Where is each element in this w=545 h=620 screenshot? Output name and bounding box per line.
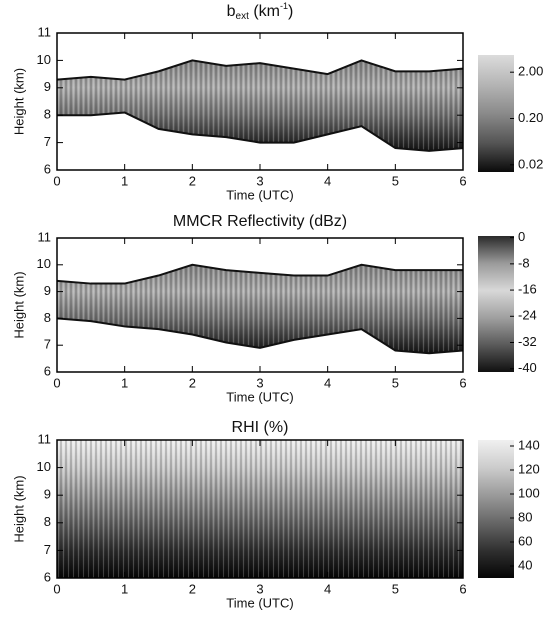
y-tick-label: 7 [44, 134, 51, 149]
x-tick-label: 3 [256, 173, 263, 188]
x-tick-label: 5 [392, 375, 399, 390]
x-tick-label: 5 [392, 581, 399, 596]
panel-title: bext (km-1) [227, 1, 294, 21]
x-tick-label: 1 [121, 173, 128, 188]
colorbar-tick-label: 140 [518, 437, 540, 452]
y-tick-label: 8 [44, 514, 51, 529]
colorbar-tick-label: 100 [518, 485, 540, 500]
x-tick-label: 3 [256, 375, 263, 390]
colorbar [478, 236, 514, 372]
x-tick-label: 2 [189, 375, 196, 390]
title-part: ) [288, 3, 293, 20]
y-tick-label: 8 [44, 107, 51, 122]
y-tick-label: 9 [44, 79, 51, 94]
cloud-base-edge [57, 111, 464, 152]
colorbar-tick-label: 60 [518, 533, 532, 548]
title-part: ext [236, 11, 250, 22]
x-tick-label: 5 [392, 173, 399, 188]
colorbar-tick-label: 40 [518, 557, 532, 572]
y-tick-label: 10 [37, 52, 51, 67]
y-tick-label: 6 [44, 569, 51, 584]
y-tick-label: 9 [44, 487, 51, 502]
x-tick-label: 1 [121, 581, 128, 596]
colorbar-tick-label: 80 [518, 509, 532, 524]
x-tick-label: 6 [459, 375, 466, 390]
colorbar-tick-label: 2.00 [518, 64, 543, 79]
title-part: -1 [280, 1, 288, 11]
plot-texture [57, 440, 463, 578]
y-tick-label: 11 [38, 24, 52, 39]
cloud-top-edge [56, 263, 463, 285]
colorbar [478, 440, 514, 578]
title-part: MMCR Reflectivity (dBz) [173, 213, 347, 230]
colorbar [478, 55, 514, 172]
x-tick-label: 2 [189, 173, 196, 188]
cloud-top-edge [56, 59, 464, 81]
y-tick-label: 11 [38, 431, 52, 446]
x-tick-label: 0 [53, 375, 60, 390]
cloud-texture [57, 264, 463, 354]
x-axis-label: Time (UTC) [226, 187, 293, 202]
x-axis-label: Time (UTC) [226, 389, 293, 404]
x-tick-label: 3 [256, 581, 263, 596]
y-tick-label: 11 [38, 229, 52, 244]
colorbar-tick-label: -40 [518, 360, 537, 375]
x-axis-label: Time (UTC) [226, 595, 293, 610]
y-tick-label: 10 [37, 256, 51, 271]
title-part: b [227, 3, 236, 20]
colorbar-tick-label: 0.02 [518, 156, 543, 171]
x-tick-label: 4 [324, 581, 331, 596]
title-part: (km [249, 3, 280, 20]
colorbar-tick-label: -32 [518, 334, 537, 349]
panel-title: RHI (%) [232, 419, 289, 436]
title-part: RHI (%) [232, 419, 289, 436]
colorbar-tick-label: 0.20 [518, 110, 543, 125]
x-tick-label: 6 [459, 173, 466, 188]
x-tick-label: 6 [459, 581, 466, 596]
colorbar-tick-label: -16 [518, 282, 537, 297]
y-tick-label: 6 [44, 363, 51, 378]
panel-title: MMCR Reflectivity (dBz) [173, 213, 347, 230]
x-tick-label: 0 [53, 581, 60, 596]
x-tick-label: 1 [121, 375, 128, 390]
colorbar-tick-label: 0 [518, 229, 525, 244]
y-tick-label: 9 [44, 283, 51, 298]
y-axis-label: Height (km) [11, 475, 26, 542]
y-axis-label: Height (km) [11, 271, 26, 338]
y-tick-label: 6 [44, 161, 51, 176]
cloud-base-edge [56, 317, 464, 355]
x-tick-label: 0 [53, 173, 60, 188]
x-tick-label: 2 [189, 581, 196, 596]
x-tick-label: 4 [324, 173, 331, 188]
colorbar-tick-label: -8 [518, 255, 530, 270]
y-tick-label: 7 [44, 542, 51, 557]
x-tick-label: 4 [324, 375, 331, 390]
y-tick-label: 10 [37, 459, 51, 474]
y-tick-label: 7 [44, 337, 51, 352]
y-axis-label: Height (km) [11, 68, 26, 135]
colorbar-tick-label: -24 [518, 308, 537, 323]
colorbar-tick-label: 120 [518, 461, 540, 476]
y-tick-label: 8 [44, 310, 51, 325]
